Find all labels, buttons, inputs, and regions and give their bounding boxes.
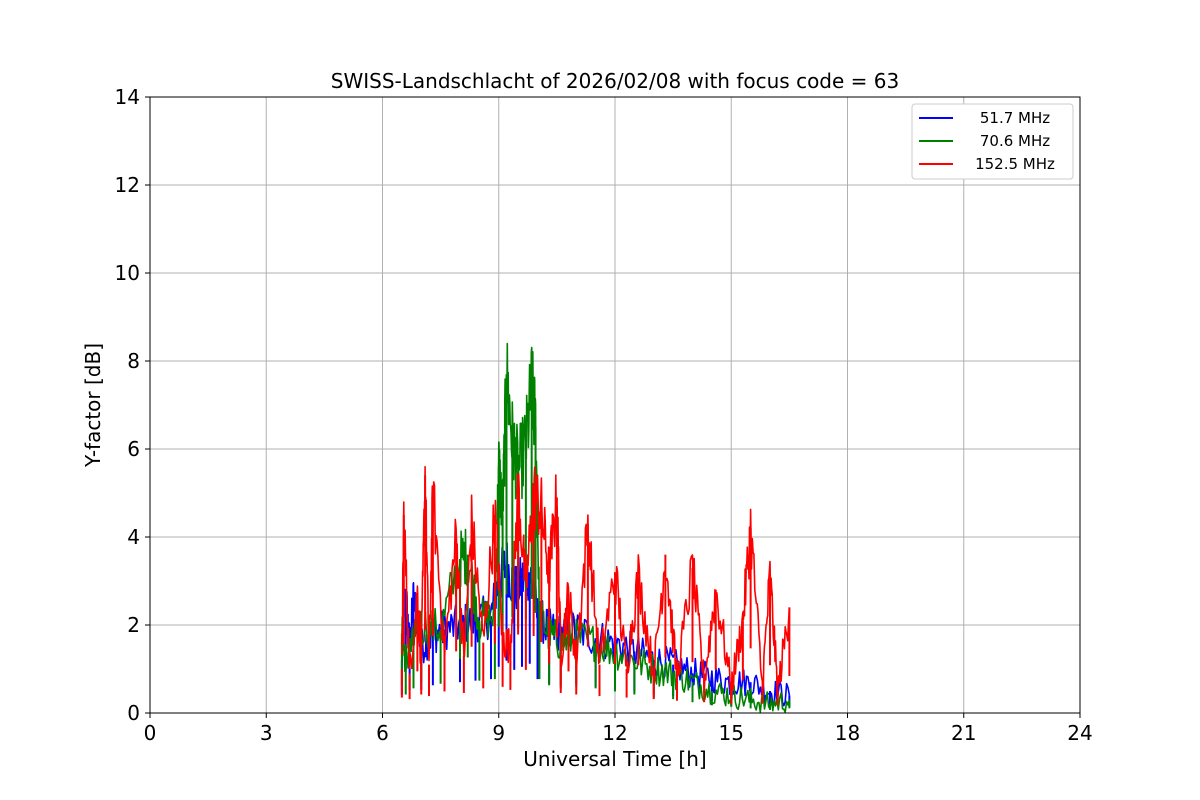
x-tick-label: 0 — [144, 721, 157, 745]
x-tick-label: 15 — [719, 721, 744, 745]
y-tick-label: 0 — [127, 701, 140, 725]
x-tick-label: 3 — [260, 721, 273, 745]
x-tick-label: 6 — [376, 721, 389, 745]
y-tick-label: 8 — [127, 349, 140, 373]
legend-box — [911, 103, 1074, 180]
series-70-6-mhz — [400, 342, 791, 713]
legend-label: 152.5 MHz — [975, 155, 1055, 173]
y-tick-label: 6 — [127, 437, 140, 461]
y-tick-label: 14 — [115, 85, 140, 109]
x-tick-label: 21 — [951, 721, 976, 745]
y-axis-label: Y-factor [dB] — [81, 343, 105, 468]
series-152-5-mhz — [400, 465, 791, 706]
y-tick-label: 4 — [127, 525, 140, 549]
series-trace — [401, 342, 791, 713]
y-tick-label: 2 — [127, 613, 140, 637]
y-tick-label: 10 — [115, 261, 140, 285]
chart-title: SWISS-Landschlacht of 2026/02/08 with fo… — [331, 69, 899, 93]
x-tick-label: 18 — [835, 721, 860, 745]
x-tick-label: 9 — [492, 721, 505, 745]
y-tick-label: 12 — [115, 173, 140, 197]
x-tick-label: 12 — [602, 721, 627, 745]
legend-label: 51.7 MHz — [980, 109, 1050, 127]
legend-label: 70.6 MHz — [980, 132, 1050, 150]
legend: 51.7 MHz 70.6 MHz 152.5 MHz — [911, 103, 1074, 180]
x-axis-label: Universal Time [h] — [523, 747, 706, 771]
series-layer — [400, 342, 791, 713]
x-tick-label: 24 — [1067, 721, 1092, 745]
